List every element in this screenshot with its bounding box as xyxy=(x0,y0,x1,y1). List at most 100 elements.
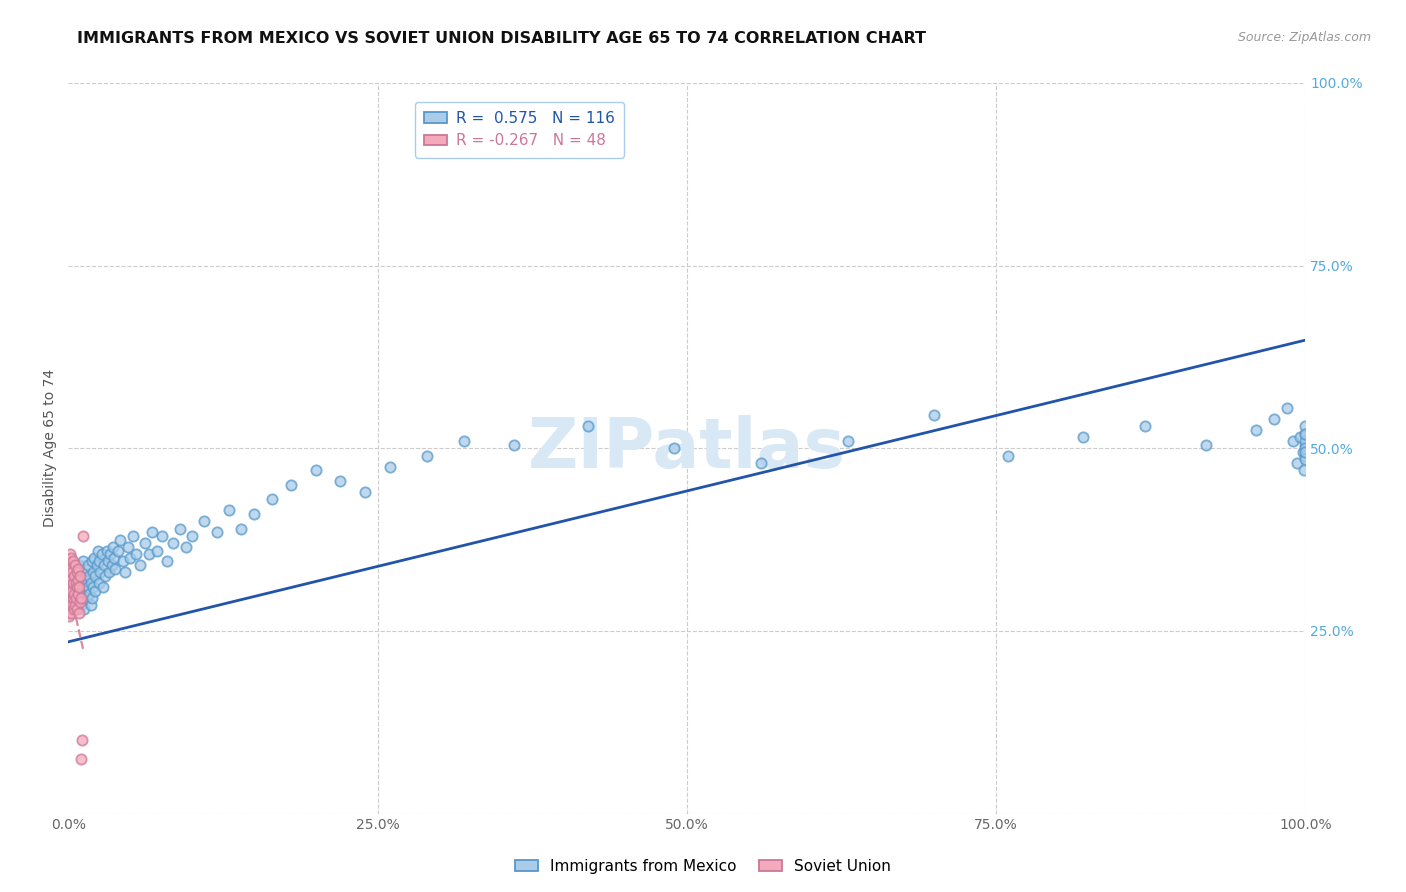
Point xyxy=(77,587,100,601)
Point xyxy=(146,543,169,558)
Point xyxy=(65,576,87,591)
Point xyxy=(69,569,91,583)
Point xyxy=(72,554,94,568)
Point xyxy=(1294,437,1316,451)
Point xyxy=(100,558,122,573)
Point xyxy=(59,602,82,616)
Point xyxy=(58,609,80,624)
Point xyxy=(79,599,101,613)
Point xyxy=(63,599,86,613)
Point xyxy=(58,606,80,620)
Point xyxy=(664,442,686,456)
Point xyxy=(62,602,84,616)
Point xyxy=(101,540,124,554)
Point xyxy=(141,525,163,540)
Point xyxy=(1071,430,1094,444)
Point xyxy=(72,529,94,543)
Point xyxy=(67,587,90,601)
Point xyxy=(453,434,475,448)
Point xyxy=(125,547,148,561)
Point xyxy=(104,562,127,576)
Point xyxy=(1294,419,1316,434)
Point xyxy=(98,547,121,561)
Point xyxy=(378,459,401,474)
Point xyxy=(67,587,90,601)
Point xyxy=(150,529,173,543)
Point xyxy=(103,550,125,565)
Point xyxy=(997,449,1019,463)
Point xyxy=(70,752,93,766)
Point xyxy=(89,576,111,591)
Point xyxy=(73,602,96,616)
Point xyxy=(69,599,91,613)
Y-axis label: Disability Age 65 to 74: Disability Age 65 to 74 xyxy=(44,369,58,527)
Point xyxy=(77,558,100,573)
Point xyxy=(73,573,96,587)
Point xyxy=(83,550,105,565)
Point xyxy=(67,595,90,609)
Point xyxy=(60,583,83,598)
Point xyxy=(305,463,328,477)
Point xyxy=(329,474,352,488)
Point xyxy=(107,543,129,558)
Point xyxy=(82,566,104,580)
Point xyxy=(66,602,89,616)
Point xyxy=(1263,412,1285,426)
Point xyxy=(59,587,82,601)
Point xyxy=(63,569,86,583)
Point xyxy=(121,529,143,543)
Point xyxy=(1294,452,1316,467)
Text: ZIPatlas: ZIPatlas xyxy=(527,415,846,482)
Legend: R =  0.575   N = 116, R = -0.267   N = 48: R = 0.575 N = 116, R = -0.267 N = 48 xyxy=(415,102,624,158)
Point xyxy=(111,554,134,568)
Point xyxy=(1294,426,1316,441)
Point xyxy=(1282,434,1305,448)
Point xyxy=(231,522,253,536)
Point xyxy=(98,566,121,580)
Point xyxy=(66,562,89,576)
Point xyxy=(58,573,80,587)
Point xyxy=(749,456,772,470)
Point xyxy=(59,587,82,601)
Point xyxy=(58,558,80,573)
Point xyxy=(91,580,114,594)
Point xyxy=(66,573,89,587)
Point xyxy=(1294,434,1316,448)
Point xyxy=(1244,423,1267,437)
Point xyxy=(67,606,90,620)
Point xyxy=(93,558,115,573)
Point xyxy=(1294,426,1316,441)
Point xyxy=(1294,445,1316,459)
Point xyxy=(67,573,90,587)
Point xyxy=(75,583,97,598)
Point xyxy=(77,580,100,594)
Point xyxy=(89,566,111,580)
Point xyxy=(90,547,112,561)
Point xyxy=(60,550,83,565)
Point xyxy=(117,540,139,554)
Point xyxy=(69,591,91,605)
Point xyxy=(1195,437,1218,451)
Point xyxy=(97,554,120,568)
Point xyxy=(1292,445,1315,459)
Point xyxy=(76,562,98,576)
Point xyxy=(262,492,284,507)
Point xyxy=(1285,456,1308,470)
Point xyxy=(1294,442,1316,456)
Point xyxy=(65,591,87,605)
Point xyxy=(156,554,179,568)
Point xyxy=(138,547,160,561)
Point xyxy=(63,591,86,605)
Point xyxy=(174,540,197,554)
Point xyxy=(96,543,118,558)
Point xyxy=(63,569,86,583)
Point xyxy=(193,514,215,528)
Point xyxy=(76,591,98,605)
Point xyxy=(58,599,80,613)
Point xyxy=(60,606,83,620)
Point xyxy=(60,566,83,580)
Point xyxy=(86,558,108,573)
Point xyxy=(181,529,204,543)
Point xyxy=(70,580,93,594)
Point xyxy=(502,437,524,451)
